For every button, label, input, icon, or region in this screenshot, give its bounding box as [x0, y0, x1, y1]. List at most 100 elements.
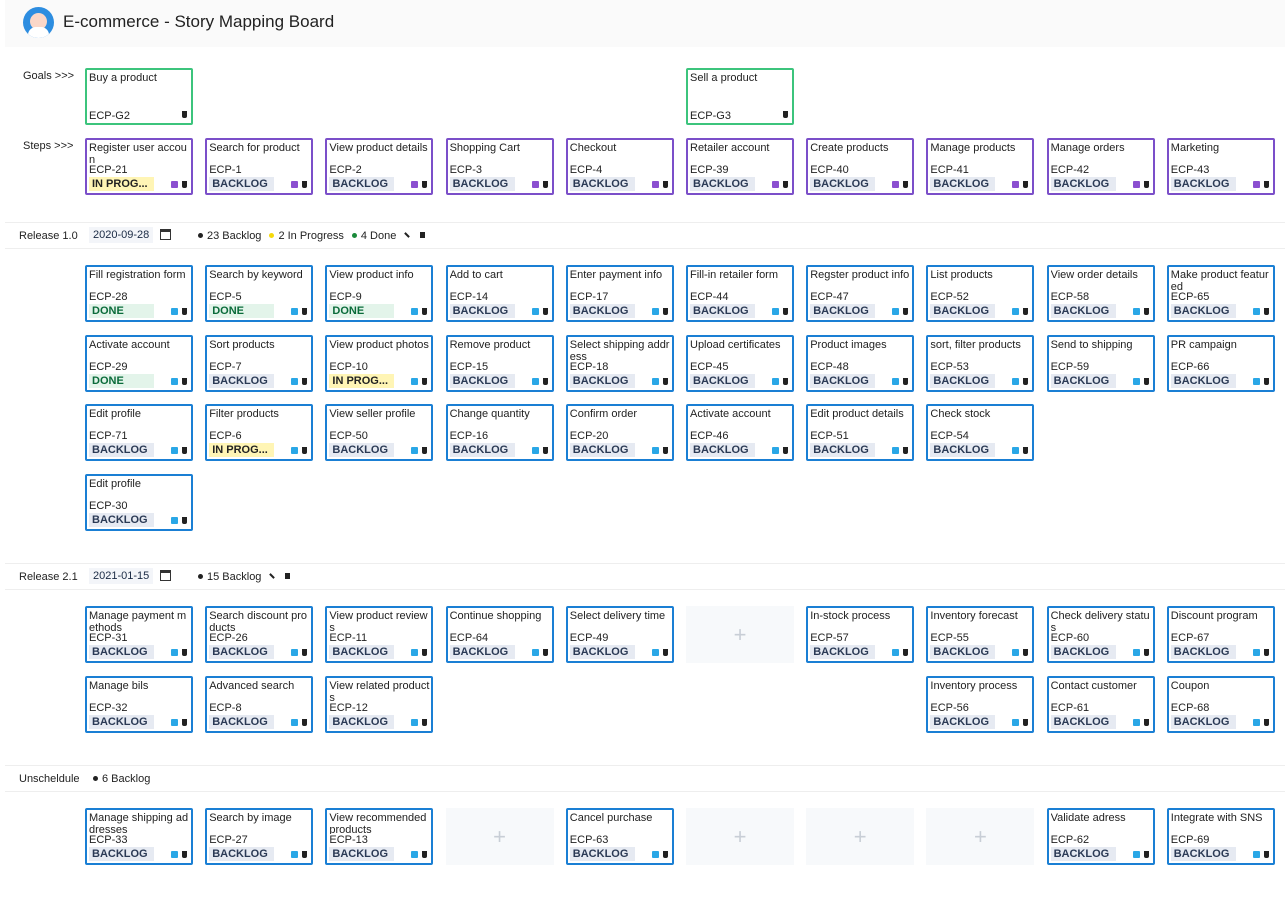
story-card[interactable]: Search by keyword ECP-5 DONE — [205, 265, 314, 322]
delete-icon[interactable] — [302, 377, 308, 385]
delete-icon[interactable] — [285, 573, 291, 580]
delete-icon[interactable] — [182, 377, 187, 385]
delete-icon[interactable] — [903, 308, 909, 315]
add-card-placeholder[interactable]: + — [445, 807, 554, 865]
delete-icon[interactable] — [1143, 649, 1149, 657]
delete-icon[interactable] — [1263, 649, 1269, 657]
type-icon[interactable] — [171, 718, 178, 726]
story-card[interactable]: Continue shopping ECP-64 BACKLOG — [445, 606, 554, 664]
story-card[interactable]: Regster product info ECP-47 BACKLOG — [806, 265, 915, 322]
type-icon[interactable] — [291, 718, 299, 726]
delete-icon[interactable] — [422, 181, 428, 188]
delete-icon[interactable] — [422, 718, 428, 726]
delete-icon[interactable] — [662, 850, 668, 858]
type-icon[interactable] — [772, 181, 779, 188]
story-card[interactable]: Activate account ECP-29 DONE — [85, 334, 193, 392]
story-card[interactable]: Product images ECP-48 BACKLOG — [806, 334, 915, 392]
step-card[interactable]: Create products ECP-40 BACKLOG — [806, 138, 915, 195]
type-icon[interactable] — [1012, 377, 1020, 385]
type-icon[interactable] — [1252, 718, 1260, 726]
story-card[interactable]: Search discount products ECP-26 BACKLOG — [205, 606, 314, 664]
type-icon[interactable] — [772, 308, 779, 315]
type-icon[interactable] — [1252, 377, 1260, 385]
story-card[interactable]: Inventory process ECP-56 BACKLOG — [926, 675, 1035, 733]
delete-icon[interactable] — [302, 181, 308, 188]
delete-icon[interactable] — [1023, 377, 1029, 385]
story-card[interactable]: Coupon ECP-68 BACKLOG — [1166, 675, 1275, 733]
type-icon[interactable] — [1132, 181, 1140, 188]
story-card[interactable]: Send to shipping ECP-59 BACKLOG — [1046, 334, 1155, 392]
delete-icon[interactable] — [182, 649, 187, 657]
story-card[interactable]: Select shipping address ECP-18 BACKLOG — [565, 334, 674, 392]
type-icon[interactable] — [171, 308, 178, 315]
story-card[interactable]: Activate account ECP-46 BACKLOG — [686, 404, 794, 462]
delete-icon[interactable] — [302, 850, 308, 858]
add-card-placeholder[interactable]: + — [926, 807, 1035, 865]
story-card[interactable]: Contact customer ECP-61 BACKLOG — [1046, 675, 1155, 733]
story-card[interactable]: View order details ECP-58 BACKLOG — [1046, 265, 1155, 322]
type-icon[interactable] — [171, 181, 178, 188]
story-card[interactable]: In-stock process ECP-57 BACKLOG — [806, 606, 915, 664]
step-card[interactable]: Retailer account ECP-39 BACKLOG — [686, 138, 794, 195]
step-card[interactable]: Register user accoun ECP-21 IN PROG... — [85, 138, 193, 195]
story-card[interactable]: Integrate with SNS ECP-69 BACKLOG — [1166, 807, 1275, 865]
type-icon[interactable] — [1012, 718, 1020, 726]
delete-icon[interactable] — [903, 447, 909, 455]
step-card[interactable]: Search for product ECP-1 BACKLOG — [205, 138, 314, 195]
story-card[interactable]: Edit profile ECP-30 BACKLOG — [85, 474, 193, 532]
type-icon[interactable] — [892, 181, 900, 188]
type-icon[interactable] — [531, 649, 539, 657]
goal-card[interactable]: Buy a product ECP-G2 — [85, 68, 193, 125]
delete-icon[interactable] — [783, 181, 788, 188]
delete-icon[interactable] — [182, 308, 187, 315]
type-icon[interactable] — [651, 181, 659, 188]
delete-icon[interactable] — [302, 649, 308, 657]
delete-icon[interactable] — [422, 649, 428, 657]
story-card[interactable]: Change quantity ECP-16 BACKLOG — [445, 404, 554, 462]
story-card[interactable]: Fill-in retailer form ECP-44 BACKLOG — [686, 265, 794, 322]
type-icon[interactable] — [171, 447, 178, 455]
delete-icon[interactable] — [662, 377, 668, 385]
delete-icon[interactable] — [783, 111, 788, 118]
story-card[interactable]: Validate adress ECP-62 BACKLOG — [1046, 807, 1155, 865]
story-card[interactable]: Advanced search ECP-8 BACKLOG — [205, 675, 314, 733]
delete-icon[interactable] — [1143, 308, 1149, 315]
story-card[interactable]: Edit product details ECP-51 BACKLOG — [806, 404, 915, 462]
story-card[interactable]: Discount program ECP-67 BACKLOG — [1166, 606, 1275, 664]
type-icon[interactable] — [1012, 308, 1020, 315]
type-icon[interactable] — [171, 377, 178, 385]
type-icon[interactable] — [1012, 649, 1020, 657]
add-card-placeholder[interactable]: + — [806, 807, 915, 865]
delete-icon[interactable] — [1023, 181, 1029, 188]
delete-icon[interactable] — [1143, 718, 1149, 726]
story-card[interactable]: Sort products ECP-7 BACKLOG — [205, 334, 314, 392]
story-card[interactable]: Manage shipping addresses ECP-33 BACKLOG — [85, 807, 193, 865]
delete-icon[interactable] — [182, 447, 187, 455]
type-icon[interactable] — [291, 308, 299, 315]
type-icon[interactable] — [892, 649, 900, 657]
type-icon[interactable] — [171, 517, 178, 525]
story-card[interactable]: View product reviews ECP-11 BACKLOG — [325, 606, 434, 664]
story-card[interactable]: Remove product ECP-15 BACKLOG — [445, 334, 554, 392]
delete-icon[interactable] — [783, 447, 788, 455]
type-icon[interactable] — [411, 850, 419, 858]
type-icon[interactable] — [411, 447, 419, 455]
type-icon[interactable] — [651, 850, 659, 858]
delete-icon[interactable] — [422, 447, 428, 455]
type-icon[interactable] — [411, 377, 419, 385]
type-icon[interactable] — [531, 181, 539, 188]
delete-icon[interactable] — [903, 377, 909, 385]
delete-icon[interactable] — [420, 232, 426, 238]
type-icon[interactable] — [1132, 649, 1140, 657]
delete-icon[interactable] — [662, 308, 668, 315]
type-icon[interactable] — [892, 308, 900, 315]
delete-icon[interactable] — [783, 308, 788, 315]
story-card[interactable]: Make product featured ECP-65 BACKLOG — [1166, 265, 1275, 322]
story-card[interactable]: View recommended products ECP-13 BACKLOG — [325, 807, 434, 865]
step-card[interactable]: View product details ECP-2 BACKLOG — [325, 138, 434, 195]
type-icon[interactable] — [1132, 718, 1140, 726]
delete-icon[interactable] — [182, 111, 187, 118]
type-icon[interactable] — [1132, 377, 1140, 385]
type-icon[interactable] — [291, 850, 299, 858]
story-card[interactable]: Inventory forecast ECP-55 BACKLOG — [926, 606, 1035, 664]
